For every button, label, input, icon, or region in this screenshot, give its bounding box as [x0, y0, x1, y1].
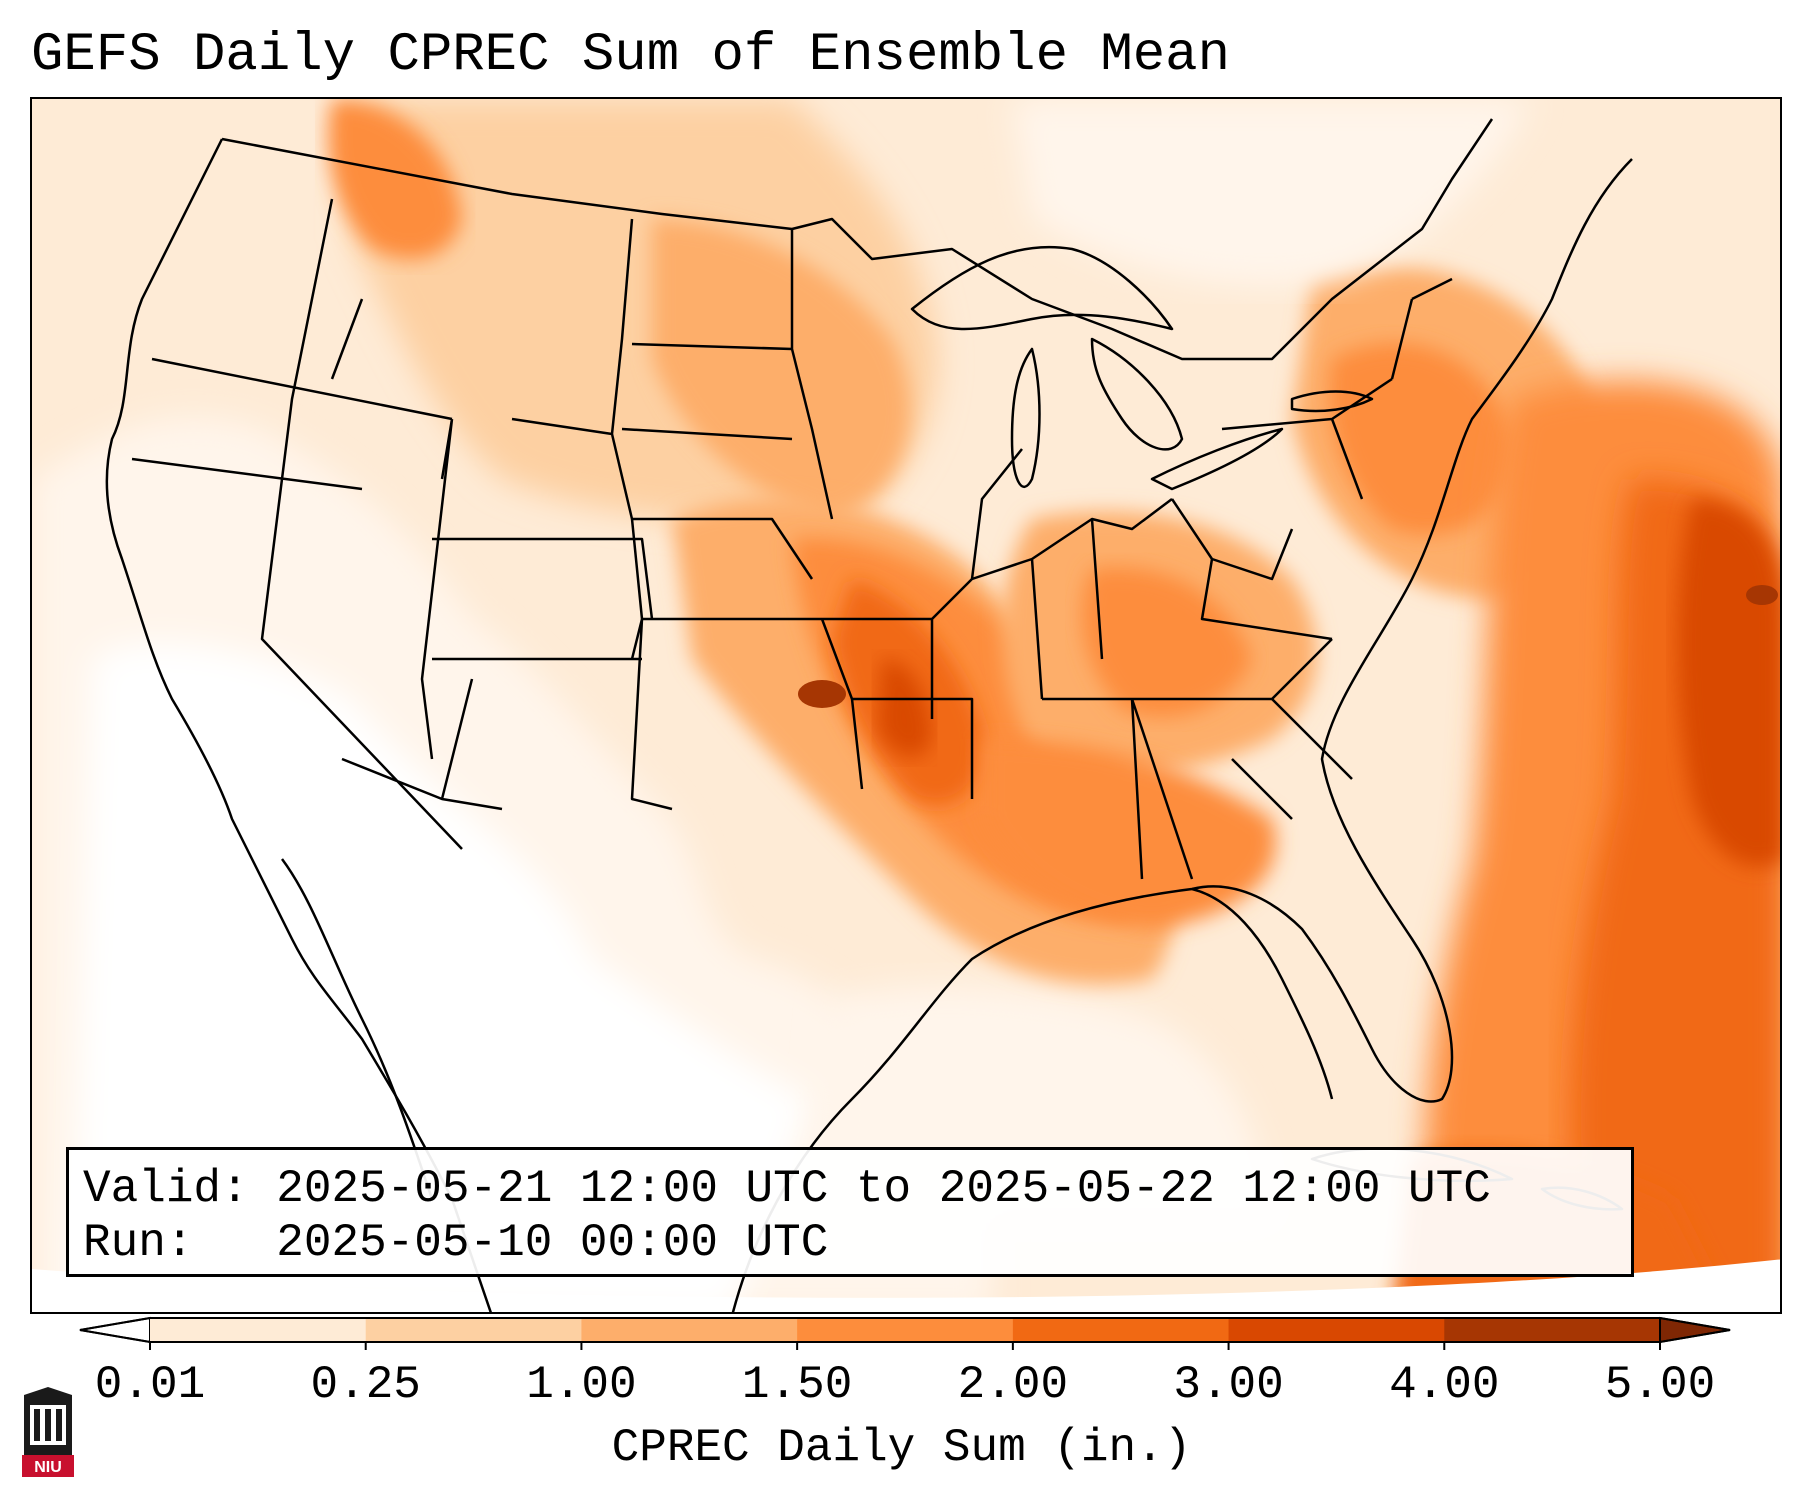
precip-map — [30, 97, 1782, 1314]
colorbar-label: CPREC Daily Sum (in.) — [611, 1422, 1192, 1474]
state-lines — [131, 198, 1453, 880]
info-box: Valid: 2025-05-21 12:00 UTC to 2025-05-2… — [66, 1147, 1634, 1277]
precip-field — [32, 99, 1780, 1312]
map-title: GEFS Daily CPREC Sum of Ensemble Mean — [31, 25, 1230, 86]
colorbar — [79, 1316, 1731, 1350]
colorbar-under-extension — [79, 1316, 151, 1344]
colorbar-segment — [1012, 1318, 1230, 1342]
colorbar-segment — [365, 1318, 582, 1342]
colorbar-tick-label: 4.00 — [1389, 1359, 1500, 1411]
colorbar-tick-label: 1.50 — [741, 1359, 853, 1411]
colorbar-over-extension — [1659, 1316, 1731, 1344]
florida — [1191, 887, 1334, 1100]
colorbar-segment — [1444, 1318, 1661, 1342]
colorbar-segment — [581, 1318, 798, 1342]
run-value: 2025-05-10 00:00 UTC — [276, 1217, 829, 1269]
map-boundaries — [105, 118, 1633, 1312]
west-coast — [105, 138, 492, 1312]
colorbar-tick-label: 0.01 — [94, 1359, 206, 1411]
svg-text:NIU: NIU — [34, 1459, 62, 1476]
baja-coast — [280, 858, 434, 1200]
colorbar-segment — [797, 1318, 1014, 1342]
colorbar-tick-label: 2.00 — [957, 1359, 1069, 1411]
niu-logo: NIU — [22, 1387, 74, 1477]
gulf-coast — [731, 158, 1633, 1312]
lake-ontario — [1290, 390, 1374, 413]
lake-superior — [910, 245, 1174, 331]
colorbar-tick-label: 5.00 — [1604, 1359, 1716, 1411]
valid-label: Valid: — [83, 1163, 249, 1215]
colorbar-tick-label: 1.00 — [526, 1359, 637, 1411]
lake-huron — [1090, 337, 1184, 451]
map-canvas — [32, 99, 1780, 1312]
run-label: Run: — [83, 1217, 194, 1269]
lake-michigan — [1010, 347, 1041, 488]
lake-erie — [1150, 427, 1284, 491]
us-canada-border — [221, 118, 1494, 361]
valid-value: 2025-05-21 12:00 UTC to 2025-05-22 12:00… — [276, 1163, 1491, 1215]
colorbar-segment — [1228, 1318, 1445, 1342]
colorbar-tick-label: 3.00 — [1173, 1359, 1284, 1411]
colorbar-tick-label: 0.25 — [310, 1359, 421, 1411]
colorbar-segment — [150, 1318, 367, 1342]
